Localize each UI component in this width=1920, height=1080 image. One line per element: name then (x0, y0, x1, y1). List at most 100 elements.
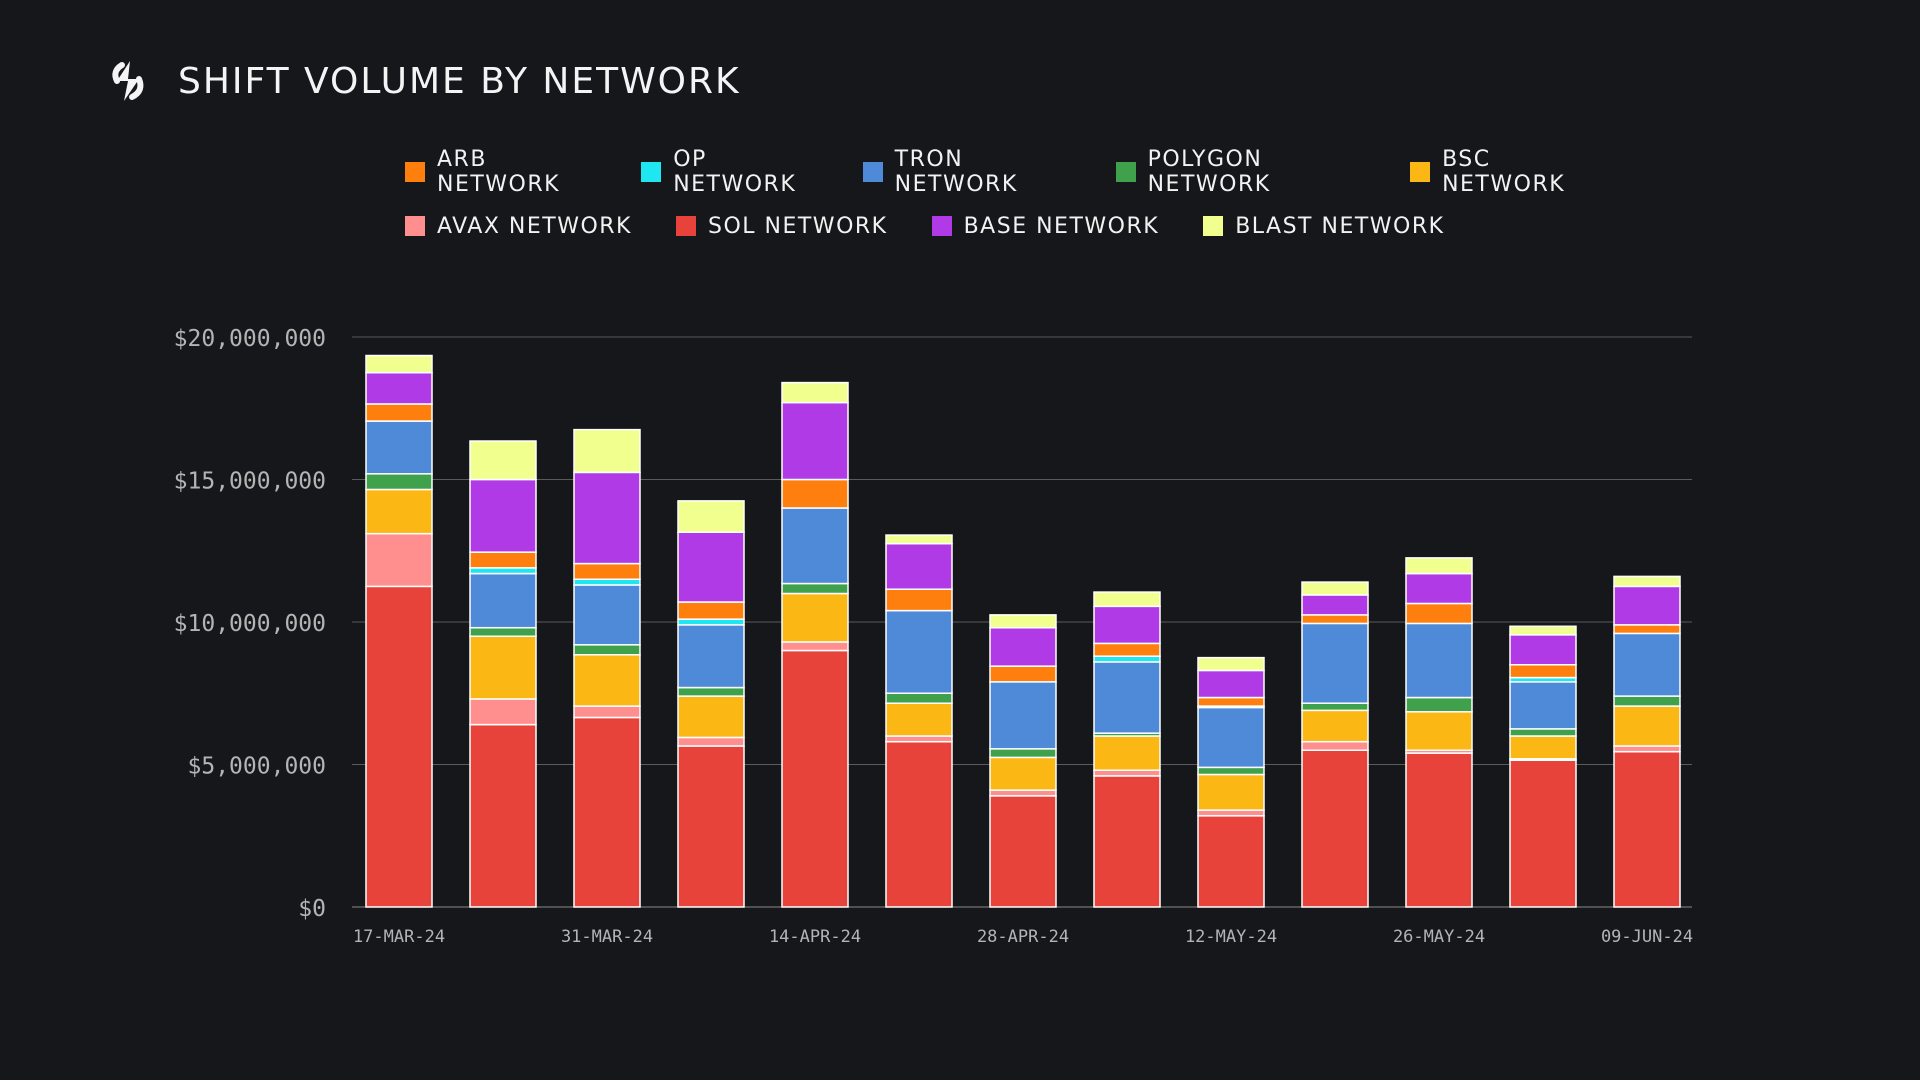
bar-segment (1197, 815, 1265, 908)
legend-row: AVAX NETWORK SOL NETWORK BASE NETWORK BLAST… (405, 213, 1645, 239)
legend-item[interactable]: BLAST NETWORK (1203, 213, 1445, 239)
bar-segment (573, 716, 641, 908)
bar-segment (1405, 557, 1473, 575)
bar-segment (1509, 728, 1577, 737)
bar-segment (365, 403, 433, 422)
bar-segment (885, 542, 953, 590)
bar-segment (1093, 775, 1161, 908)
bar-segment (677, 531, 745, 603)
bar-segment (1093, 661, 1161, 734)
bar-segment (1509, 759, 1577, 908)
x-tick-label: 17-MAR-24 (353, 927, 445, 947)
bar-segment (1613, 750, 1681, 908)
bar-segment (1093, 655, 1161, 663)
bar-segment (365, 354, 433, 374)
bar-segment (1301, 749, 1369, 908)
bar-segment (1301, 614, 1369, 625)
bar-segment (573, 562, 641, 581)
legend-item[interactable]: TRON NETWORK (862, 147, 1072, 197)
bar-segment (885, 740, 953, 908)
legend-item[interactable]: OP NETWORK (641, 147, 818, 197)
bar-segment (1093, 769, 1161, 777)
bar-segment (1197, 656, 1265, 672)
bar-segment (677, 686, 745, 697)
legend-swatch (931, 216, 952, 236)
legend-item[interactable]: ARB NETWORK (405, 147, 597, 197)
legend-item[interactable]: BSC NETWORK (1410, 147, 1601, 197)
bar-segment (989, 789, 1057, 797)
bar-segment (1405, 602, 1473, 625)
legend-swatch (675, 216, 696, 236)
bar-segment (365, 585, 433, 908)
bar-segment (781, 381, 849, 404)
legend-label: OP NETWORK (673, 147, 797, 197)
bar-segment (1405, 572, 1473, 605)
bar-segment (469, 551, 537, 569)
bar-stack (885, 534, 953, 908)
bar-stack (1509, 625, 1577, 908)
bar-segment (781, 401, 849, 481)
bar-segment (677, 601, 745, 620)
bar-segment (989, 665, 1057, 683)
y-tick-label: $20,000,000 (174, 326, 326, 352)
bar-segment (1301, 702, 1369, 712)
bar-segment (365, 488, 433, 535)
y-tick-label: $15,000,000 (174, 469, 326, 495)
legend-item[interactable]: AVAX NETWORK (405, 213, 632, 239)
legend-item[interactable]: BASE NETWORK (931, 214, 1160, 239)
bar-stack (1197, 656, 1265, 908)
y-tick-label: $10,000,000 (174, 611, 326, 637)
bar-segment (885, 735, 953, 743)
bar-stack (677, 500, 745, 908)
bar-segment (677, 736, 745, 747)
bar-segment (1509, 625, 1577, 636)
bar-segment (989, 756, 1057, 791)
bar-stack (469, 440, 537, 908)
bar-stack (989, 614, 1057, 908)
bar-segment (1509, 634, 1577, 666)
bar-segment (781, 507, 849, 585)
legend-label: AVAX NETWORK (437, 213, 632, 239)
x-tick-label: 14-APR-24 (769, 927, 861, 947)
bar-segment (573, 705, 641, 719)
bar-segment (1509, 735, 1577, 760)
page-title: SHIFT VOLUME BY NETWORK (178, 60, 741, 102)
bar-segment (1613, 624, 1681, 635)
bar-segment (885, 534, 953, 545)
bar-segment (573, 644, 641, 656)
bar-segment (1405, 622, 1473, 699)
bar-segment (365, 420, 433, 475)
bar-segment (573, 584, 641, 646)
bar-stack (781, 381, 849, 908)
bar-segment (1197, 706, 1265, 769)
y-tick-label: $0 (298, 896, 326, 922)
chart-legend: ARB NETWORK OP NETWORK TRON NETWORK POLYGON… (405, 147, 1645, 239)
bar-segment (989, 626, 1057, 667)
bar-segment (469, 478, 537, 553)
bar-segment (1301, 622, 1369, 704)
bar-segment (1613, 695, 1681, 707)
bar-stack (1093, 591, 1161, 908)
bar-stack (1301, 581, 1369, 908)
legend-label: BLAST NETWORK (1235, 213, 1445, 239)
legend-item[interactable]: POLYGON NETWORK (1115, 147, 1366, 197)
bar-segment (1093, 735, 1161, 771)
bar-segment (677, 624, 745, 689)
bar-segment (573, 471, 641, 565)
bar-segment (469, 626, 537, 638)
bar-segment (365, 532, 433, 588)
legend-row: ARB NETWORK OP NETWORK TRON NETWORK POLYGON… (405, 147, 1645, 197)
legend-item[interactable]: SOL NETWORK (675, 214, 888, 239)
bar-stack (1405, 557, 1473, 908)
bar-segment (573, 578, 641, 586)
bar-segment (1093, 642, 1161, 657)
header: SHIFT VOLUME BY NETWORK (110, 56, 741, 106)
bar-segment (1197, 696, 1265, 707)
x-tick-label: 26-MAY-24 (1393, 927, 1485, 947)
bar-segment (1197, 766, 1265, 776)
bar-stack (573, 428, 641, 908)
bar-segment (1405, 711, 1473, 752)
bar-segment (1197, 773, 1265, 811)
bar-segment (1613, 745, 1681, 753)
x-tick-label: 28-APR-24 (977, 927, 1069, 947)
